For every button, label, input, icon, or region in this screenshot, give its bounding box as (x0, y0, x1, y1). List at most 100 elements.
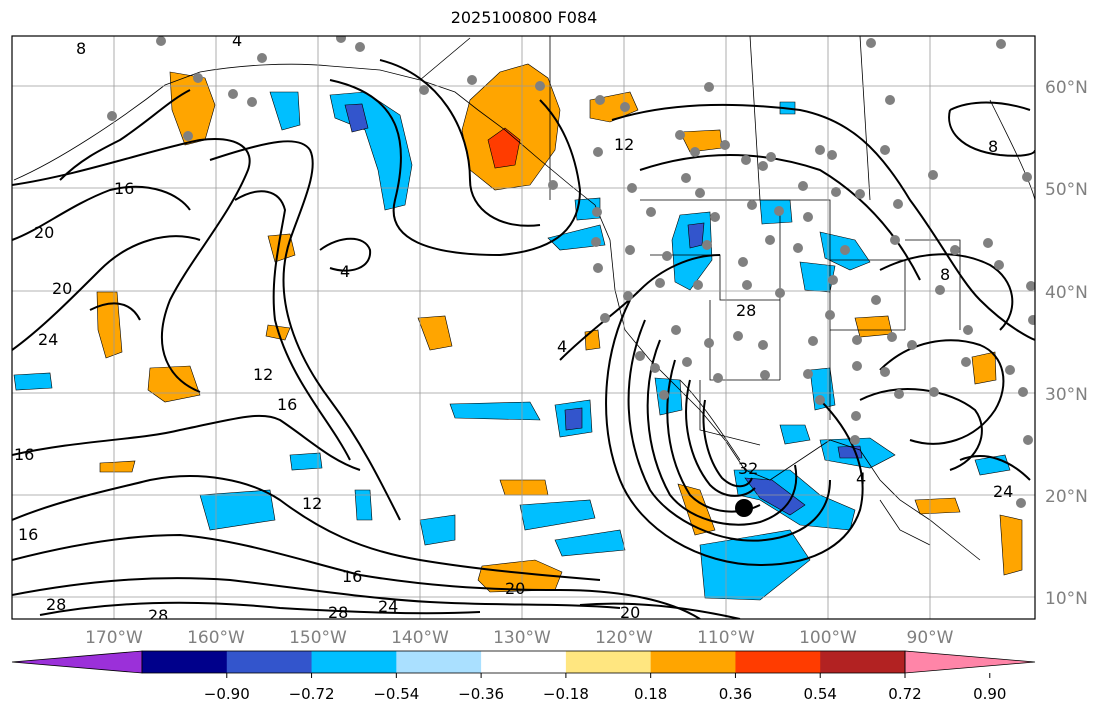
orange-patch (914, 497, 961, 515)
gridlines (12, 36, 1035, 619)
orange-patch (971, 351, 997, 385)
orange-patch (999, 514, 1023, 576)
map-frame (11, 35, 1036, 620)
lat-tick-label: 20°N (1045, 487, 1088, 507)
colorbar-extend-low (11, 650, 143, 674)
lat-tick-label: 50°N (1045, 180, 1088, 200)
blue-patch (344, 103, 369, 133)
shaded-field-layer (13, 63, 1023, 601)
contour-label: 16 (342, 567, 362, 586)
contour-label: 24 (38, 330, 58, 349)
contour-label: 20 (52, 279, 72, 298)
station-dots (107, 36, 1035, 508)
latitude-axis: 60°N 50°N 40°N 30°N 20°N 10°N (1045, 78, 1088, 609)
colorbar: −0.90 −0.72 −0.54 −0.36 −0.18 0.18 0.36 0.54 0.7… (11, 650, 1036, 703)
lon-tick-label: 100°W (799, 628, 857, 648)
orange-patch (584, 329, 601, 351)
colorbar-border (141, 650, 906, 674)
colorbar-swatch (735, 651, 821, 673)
lat-tick-label: 40°N (1045, 283, 1088, 303)
blue-patch (564, 407, 583, 431)
orange-patch (499, 479, 549, 496)
contour-label: 16 (18, 525, 38, 544)
colorbar-swatch (142, 651, 228, 673)
contour-label: 4 (340, 262, 350, 281)
lat-tick-label: 30°N (1045, 385, 1088, 405)
lon-tick-label: 130°W (493, 628, 551, 648)
blue-patch (419, 514, 456, 546)
lon-tick-label: 90°W (907, 628, 954, 648)
contour-label: 28 (46, 595, 66, 614)
colorbar-tick-label: −0.18 (543, 685, 589, 703)
contour-label: 24 (993, 482, 1013, 501)
contour-label: 20 (505, 579, 525, 598)
contour-label: 28 (148, 606, 168, 625)
lat-tick-label: 10°N (1045, 589, 1088, 609)
contour-label: 12 (253, 365, 273, 384)
colorbar-tick-label: 0.36 (719, 685, 752, 703)
colorbar-swatch (565, 651, 652, 673)
contour-label: 16 (277, 395, 297, 414)
lon-tick-label: 160°W (187, 628, 245, 648)
lon-tick-label: 150°W (289, 628, 347, 648)
blue-patch (269, 91, 301, 131)
contour-label-layer: 8 4 16 20 20 24 12 16 4 4 12 28 32 4 8 8… (14, 31, 1013, 625)
orange-patch (99, 460, 136, 473)
blue-patch (519, 499, 596, 531)
lon-tick-label: 110°W (697, 628, 755, 648)
contour-label: 16 (14, 445, 34, 464)
contour-label: 24 (378, 597, 398, 616)
blue-patch (547, 224, 606, 251)
blue-patch (687, 222, 705, 249)
colorbar-tick-label: −0.54 (373, 685, 419, 703)
contour-label: 4 (856, 469, 866, 488)
blue-patch (289, 452, 323, 471)
lon-tick-label: 120°W (595, 628, 653, 648)
orange-patch (677, 483, 716, 536)
contour-label: 8 (940, 265, 950, 284)
colorbar-tick-label: −0.72 (289, 685, 335, 703)
storm-center-marker (735, 499, 753, 517)
blue-patch (354, 489, 373, 521)
contour-label: 28 (328, 603, 348, 622)
contour-label: 8 (988, 137, 998, 156)
contour-label: 32 (738, 459, 758, 478)
colorbar-swatch (311, 651, 397, 673)
red-patch (487, 127, 521, 169)
contour-label: 4 (232, 31, 242, 50)
blue-patch (779, 424, 811, 445)
longitude-axis: 170°W 160°W 150°W 140°W 130°W 120°W 110°… (85, 628, 954, 648)
colorbar-tick-label: −0.36 (458, 685, 504, 703)
colorbar-tick-label: 0.72 (888, 685, 921, 703)
contour-label: 12 (302, 494, 322, 513)
blue-patch (554, 529, 626, 557)
lat-tick-label: 60°N (1045, 78, 1088, 98)
colorbar-swatch (820, 651, 906, 673)
blue-patch (13, 372, 53, 391)
coastline-layer (13, 36, 1035, 561)
colorbar-tick-label: 0.18 (634, 685, 667, 703)
colorbar-extend-high (904, 650, 1036, 674)
contour-label: 8 (76, 39, 86, 58)
colorbar-tick-label: −0.90 (204, 685, 250, 703)
blue-patch (837, 445, 863, 459)
orange-patch (267, 233, 296, 263)
contour-label: 12 (614, 135, 634, 154)
contour-label: 20 (620, 603, 640, 622)
orange-patch (417, 315, 453, 351)
colorbar-tick-label: 0.90 (973, 685, 1006, 703)
colorbar-swatch (396, 651, 482, 673)
map-title: 2025100800 F084 (450, 8, 598, 27)
colorbar-swatch (226, 651, 313, 673)
colorbar-swatch (650, 651, 736, 673)
colorbar-swatch (481, 651, 567, 673)
colorbar-tick-label: 0.54 (804, 685, 837, 703)
contour-lines (12, 59, 1035, 619)
contour-label: 28 (736, 301, 756, 320)
lon-tick-label: 140°W (391, 628, 449, 648)
contour-label: 4 (557, 337, 567, 356)
contour-label: 16 (114, 179, 134, 198)
blue-patch (199, 489, 276, 531)
orange-patch (854, 315, 893, 338)
